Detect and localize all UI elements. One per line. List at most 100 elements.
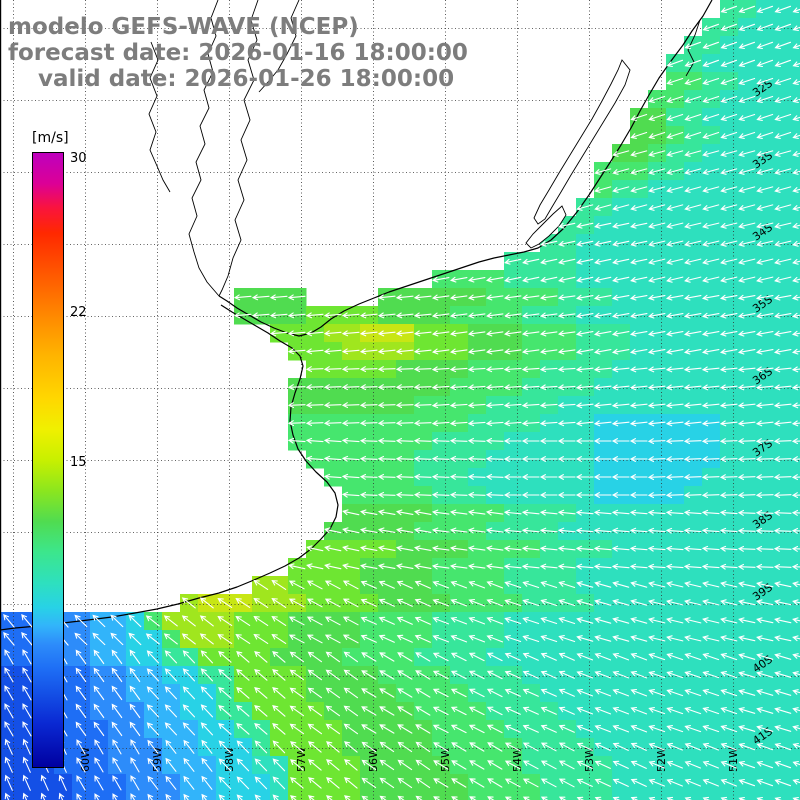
wind-direction-arrow (648, 778, 665, 787)
wind-direction-arrow (342, 634, 359, 644)
wind-direction-arrow (720, 23, 738, 32)
wind-direction-arrow (755, 402, 774, 409)
wind-direction-arrow (323, 330, 342, 337)
wind-direction-arrow (576, 240, 594, 247)
wind-direction-arrow (540, 635, 558, 643)
wind-direction-arrow (720, 635, 738, 642)
wave-speed-cell (792, 216, 800, 235)
wind-direction-arrow (629, 527, 648, 534)
wind-direction-arrow (485, 473, 504, 480)
wind-direction-arrow (74, 614, 88, 628)
wind-direction-arrow (521, 545, 540, 552)
wind-direction-arrow (720, 204, 738, 211)
wind-direction-arrow (323, 455, 342, 462)
wind-direction-arrow (431, 276, 450, 283)
wind-direction-arrow (395, 330, 414, 337)
wind-direction-arrow (720, 186, 738, 193)
wind-direction-arrow (756, 95, 774, 103)
wind-direction-arrow (774, 599, 792, 606)
wind-direction-arrow (306, 580, 323, 590)
wind-direction-arrow (665, 545, 684, 552)
wind-direction-arrow (702, 707, 720, 715)
wind-direction-arrow (306, 545, 324, 552)
wind-direction-arrow (271, 633, 287, 644)
wind-direction-arrow (395, 312, 414, 319)
wind-direction-arrow (557, 509, 576, 516)
wind-direction-arrow (288, 616, 305, 626)
wind-direction-arrow (93, 685, 105, 701)
wind-direction-arrow (702, 689, 720, 697)
wind-direction-arrow (773, 330, 792, 337)
wind-direction-arrow (630, 258, 648, 265)
wind-direction-arrow (792, 725, 800, 731)
wind-direction-arrow (756, 41, 774, 50)
wind-direction-arrow (323, 384, 342, 391)
wind-direction-arrow (359, 312, 378, 319)
wind-direction-arrow (612, 168, 630, 175)
wind-direction-arrow (287, 420, 306, 427)
wind-direction-arrow (738, 113, 756, 121)
wind-direction-arrow (360, 598, 377, 607)
wind-direction-arrow (414, 634, 431, 643)
wind-direction-arrow (503, 348, 522, 355)
wind-direction-arrow (324, 527, 342, 534)
wind-direction-arrow (576, 760, 593, 769)
wind-direction-arrow (791, 456, 800, 463)
wind-direction-arrow (702, 760, 719, 769)
wind-direction-arrow (666, 725, 684, 733)
wind-direction-arrow (666, 204, 684, 211)
wind-direction-arrow (377, 402, 396, 409)
wind-direction-arrow (361, 759, 377, 771)
wind-direction-arrow (792, 79, 800, 85)
wind-direction-arrow (254, 687, 268, 699)
wind-direction-arrow (308, 777, 322, 789)
wind-direction-arrow (684, 95, 702, 103)
wind-direction-arrow (432, 670, 449, 680)
wind-direction-arrow (666, 617, 684, 624)
wind-direction-arrow (341, 402, 360, 409)
wind-direction-arrow (485, 509, 504, 516)
wind-direction-arrow (666, 240, 684, 247)
wind-direction-arrow (449, 312, 468, 319)
wind-direction-arrow (504, 599, 522, 607)
wind-direction-arrow (287, 312, 306, 319)
wind-direction-arrow (738, 23, 756, 32)
wind-direction-arrow (504, 778, 521, 788)
wind-direction-arrow (684, 276, 702, 283)
wind-direction-arrow (164, 686, 178, 700)
wind-direction-arrow (702, 131, 720, 139)
wind-direction-arrow (342, 527, 360, 534)
wind-direction-arrow (21, 632, 33, 646)
wind-direction-arrow (201, 739, 213, 754)
wind-direction-arrow (22, 774, 31, 791)
wind-direction-arrow (593, 384, 612, 391)
wave-speed-cell (792, 234, 800, 253)
wind-direction-arrow (593, 492, 612, 498)
wind-direction-arrow (271, 579, 287, 590)
wind-direction-arrow (792, 43, 800, 50)
wind-direction-arrow (341, 473, 360, 480)
wind-direction-arrow (165, 757, 177, 772)
wind-direction-arrow (576, 778, 593, 787)
wind-direction-arrow (377, 294, 396, 301)
wind-direction-arrow (666, 671, 684, 679)
wind-direction-arrow (395, 437, 414, 444)
wind-direction-arrow (683, 492, 702, 499)
wave-speed-cell (144, 792, 163, 800)
wind-direction-arrow (773, 348, 792, 355)
wind-direction-arrow (540, 796, 549, 800)
wave-speed-cell (792, 252, 800, 271)
wind-direction-arrow (630, 724, 648, 733)
wind-direction-arrow (557, 348, 576, 355)
wind-direction-arrow (503, 492, 522, 498)
wind-direction-arrow (539, 545, 558, 552)
wave-speed-cell (450, 792, 469, 800)
wind-direction-arrow (342, 598, 359, 608)
wind-direction-arrow (431, 437, 450, 444)
wind-direction-arrow (647, 527, 666, 534)
wind-direction-arrow (305, 402, 324, 409)
wind-direction-arrow (467, 402, 486, 409)
wind-direction-arrow (666, 186, 684, 193)
wind-direction-arrow (521, 474, 540, 480)
wind-direction-arrow (4, 649, 14, 665)
